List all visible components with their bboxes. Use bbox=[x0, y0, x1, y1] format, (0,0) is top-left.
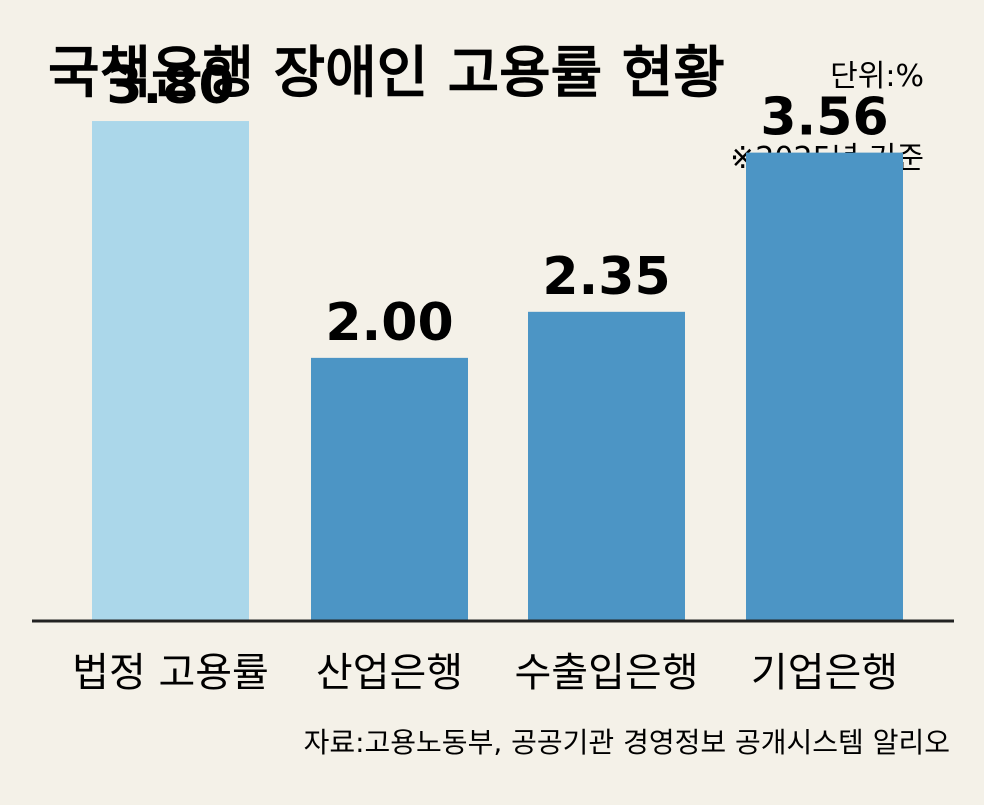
chart-title: 국책은행 장애인 고용률 현황 bbox=[48, 41, 725, 106]
bar-4 bbox=[746, 152, 903, 621]
value-label-1: 3.80 bbox=[106, 56, 234, 116]
value-label-2: 2.00 bbox=[325, 293, 453, 353]
category-label-2: 산업은행 bbox=[316, 650, 463, 696]
category-label-4: 기업은행 bbox=[751, 650, 898, 696]
bar-2 bbox=[311, 357, 468, 621]
bar-group: 3.80 법정 고용률 2.00 산업은행 2.35 수출입은행 3.56 기업은행 bbox=[72, 56, 903, 696]
bar-1 bbox=[92, 121, 249, 622]
category-label-3: 수출입은행 bbox=[515, 650, 699, 696]
source-note: 자료:고용노동부, 공공기관 경영정보 공개시스템 알리오 bbox=[304, 726, 950, 759]
bar-3 bbox=[528, 311, 685, 621]
category-label-1: 법정 고용률 bbox=[72, 650, 269, 696]
unit-label: 단위:% bbox=[830, 59, 924, 94]
value-label-3: 2.35 bbox=[542, 247, 670, 307]
value-label-4: 3.56 bbox=[760, 88, 888, 148]
